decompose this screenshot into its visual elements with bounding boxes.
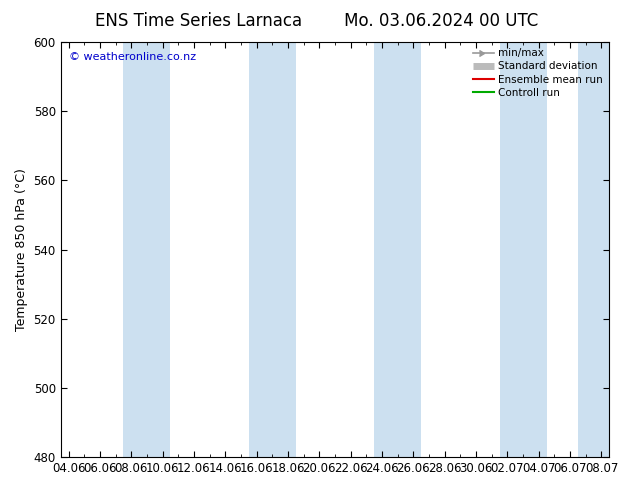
Text: ENS Time Series Larnaca        Mo. 03.06.2024 00 UTC: ENS Time Series Larnaca Mo. 03.06.2024 0… bbox=[95, 12, 539, 30]
Legend: min/max, Standard deviation, Ensemble mean run, Controll run: min/max, Standard deviation, Ensemble me… bbox=[469, 44, 607, 102]
Text: © weatheronline.co.nz: © weatheronline.co.nz bbox=[69, 52, 196, 62]
Bar bbox=[124, 42, 171, 457]
Bar bbox=[500, 42, 547, 457]
Bar bbox=[249, 42, 296, 457]
Bar bbox=[578, 42, 609, 457]
Y-axis label: Temperature 850 hPa (°C): Temperature 850 hPa (°C) bbox=[15, 168, 28, 331]
Bar bbox=[374, 42, 421, 457]
